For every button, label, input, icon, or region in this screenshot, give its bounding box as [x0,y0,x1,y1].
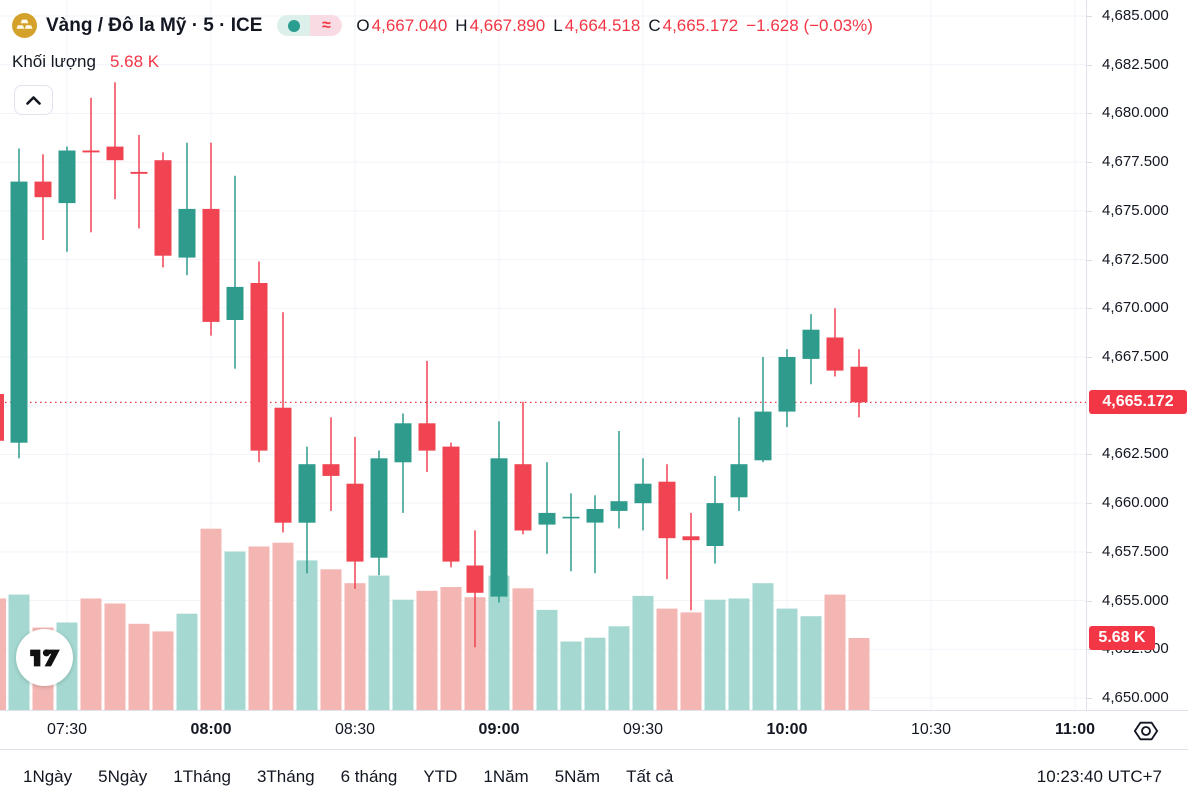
price-tick-label: 4,675.000 [1102,202,1169,219]
volume-indicator-label[interactable]: Khối lượng [12,52,96,71]
open-label: O [356,15,370,35]
time-tick-label: 08:00 [190,721,232,738]
range-button-1năm[interactable]: 1Năm [470,761,541,793]
time-tick-label: 10:30 [910,721,952,738]
range-button-5năm[interactable]: 5Năm [542,761,613,793]
time-tick-label: 09:30 [622,721,664,738]
chevron-up-icon [26,95,41,105]
high-value: 4,667.890 [469,15,546,35]
collapse-legend-button[interactable] [14,85,53,115]
price-tick-label: 4,677.500 [1102,153,1169,170]
low-label: L [553,15,563,35]
bottom-toolbar: 1Ngày 5Ngày 1Tháng 3Tháng 6 tháng YTD 1Năm 5Năm… [0,749,1188,803]
range-button-tất-cả[interactable]: Tất cả [613,761,686,793]
axis-settings-button[interactable] [1130,717,1162,745]
ohlc-values: O 4,667.040 H 4,667.890 L 4,664.518 C 4,665.172… [356,16,874,36]
range-button-5ngày[interactable]: 5Ngày [85,761,160,793]
tradingview-logo[interactable] [16,629,73,686]
open-value: 4,667.040 [371,15,448,35]
change-value: −1.628 (−0.03%) [746,15,873,35]
low-value: 4,664.518 [564,15,641,35]
time-tick-label: 10:00 [766,721,808,738]
range-button-1tháng[interactable]: 1Tháng [160,761,244,793]
price-tick-label: 4,682.500 [1102,56,1169,73]
price-tick-label: 4,660.000 [1102,494,1169,511]
price-tick-mark [1087,211,1092,212]
price-tick-label: 4,672.500 [1102,251,1169,268]
high-label: H [455,15,468,35]
time-tick-label: 08:30 [334,721,376,738]
price-tick-label: 4,680.000 [1102,104,1169,121]
price-tick-mark [1087,113,1092,114]
volume-badge: 5.68 K [1089,626,1155,650]
market-status-pill[interactable]: ≈ [277,15,343,36]
price-tick-label: 4,685.000 [1102,7,1169,24]
price-tick-label: 4,667.500 [1102,348,1169,365]
gold-symbol-icon [12,13,37,38]
price-tick-mark [1087,698,1092,699]
price-tick-mark [1087,162,1092,163]
range-button-3tháng[interactable]: 3Tháng [244,761,328,793]
candlestick-chart[interactable] [0,0,1086,710]
close-label: C [648,15,661,35]
last-price-badge: 4,665.172 [1089,390,1187,414]
time-axis[interactable]: 07:30 08:00 08:30 09:00 09:30 10:00 10:30 11:00 [0,710,1188,749]
price-axis[interactable]: 4,665.172 5.68 K 4,685.000 4,682.500 4,680… [1086,0,1188,710]
time-tick-label: 07:30 [46,721,88,738]
price-tick-label: 4,670.000 [1102,299,1169,316]
price-tick-mark [1087,503,1092,504]
volume-indicator-value: 5.68 K [109,52,160,71]
price-tick-label: 4,657.500 [1102,543,1169,560]
price-tick-mark [1087,65,1092,66]
close-value: 4,665.172 [662,15,739,35]
symbol-title[interactable]: Vàng / Đô la Mỹ · 5 · ICE [46,14,263,36]
price-tick-label: 4,650.000 [1102,689,1169,706]
price-tick-mark [1087,454,1092,455]
price-tick-mark [1087,601,1092,602]
chart-legend: Vàng / Đô la Mỹ · 5 · ICE ≈ O 4,667.040 H 4… [12,13,875,38]
approx-equal-icon: ≈ [322,16,331,34]
price-tick-mark [1087,16,1092,17]
time-tick-label: 11:00 [1054,721,1096,738]
range-button-6-tháng[interactable]: 6 tháng [328,761,411,793]
volume-indicator-legend: Khối lượng 5.68 K [12,52,159,72]
price-tick-label: 4,655.000 [1102,592,1169,609]
range-buttons: 1Ngày 5Ngày 1Tháng 3Tháng 6 tháng YTD 1Năm 5Năm… [10,761,686,793]
price-tick-mark [1087,308,1092,309]
range-button-ytd[interactable]: YTD [410,761,470,793]
price-tick-mark [1087,260,1092,261]
hex-settings-icon [1133,721,1159,741]
price-tick-mark [1087,552,1092,553]
status-dot-icon [287,19,300,32]
price-tick-label: 4,662.500 [1102,445,1169,462]
clock-utc[interactable]: 10:23:40 UTC+7 [1036,766,1162,786]
time-tick-label: 09:00 [478,721,520,738]
price-tick-mark [1087,357,1092,358]
tradingview-logo-icon [29,648,60,666]
range-button-1ngày[interactable]: 1Ngày [10,761,85,793]
